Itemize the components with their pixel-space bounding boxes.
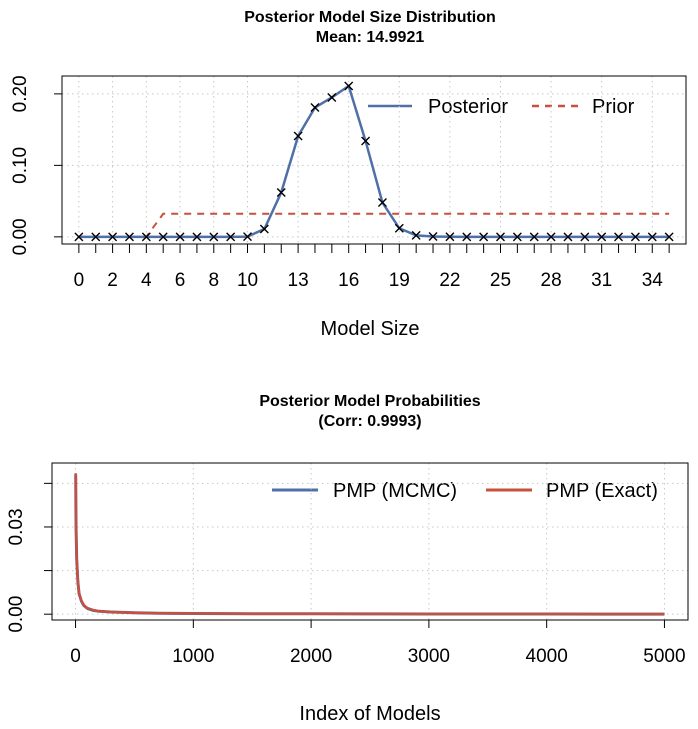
chart2-x-tick-label: 2000: [290, 646, 332, 667]
chart1-posterior-point: [91, 232, 101, 242]
chart1-legend: Posterior Prior: [368, 96, 635, 118]
chart1-posterior-point: [411, 230, 421, 240]
chart1-posterior-point: [158, 232, 168, 242]
chart1-posterior-point: [259, 224, 269, 234]
chart1-posterior-point: [377, 198, 387, 208]
chart1-plot: 0 2 4 6 8 10 13 16 19 22 25 28 31 34 0.00 0.10 0.20: [10, 75, 687, 291]
chart2-title: Posterior Model Probabilities: [259, 393, 480, 410]
chart2-subtitle: (Corr: 0.9993): [318, 413, 421, 430]
chart1-posterior-point: [630, 232, 640, 242]
chart1-posterior-point: [614, 232, 624, 242]
chart1-posterior-point: [124, 232, 134, 242]
chart1-y-tick-label: 0.00: [10, 218, 31, 255]
chart1-x-tick-label: 0: [74, 270, 85, 291]
chart1-posterior-point: [529, 232, 539, 242]
chart2-x-tick-label: 1000: [172, 646, 214, 667]
chart1-posterior-point: [243, 232, 253, 242]
chart2-series-exact-line: [74, 473, 665, 616]
chart2-x-tick-label: 4000: [526, 646, 568, 667]
chart1-x-tick-label: 6: [175, 270, 186, 291]
chart1-posterior-point: [209, 232, 219, 242]
chart1-posterior-point: [647, 232, 657, 242]
chart1-posterior-point: [394, 223, 404, 233]
chart1-posterior-point: [192, 232, 202, 242]
chart1-posterior-point: [276, 188, 286, 198]
chart1-posterior-point: [479, 232, 489, 242]
chart2-x-tick-label: 5000: [643, 646, 685, 667]
chart1-posterior-point: [175, 232, 185, 242]
chart1-x-tick-label: 2: [107, 270, 118, 291]
chart1-x-tick-label: 25: [490, 270, 511, 291]
chart1-posterior-point: [293, 131, 303, 141]
chart1-posterior-point: [226, 232, 236, 242]
chart1-y-tick-label: 0.10: [10, 147, 31, 184]
chart1-series-prior-line: [78, 212, 670, 238]
chart1-x-tick-label: 28: [541, 270, 562, 291]
chart1-plot-frame: [61, 75, 687, 245]
chart1-posterior-point: [495, 232, 505, 242]
chart1-posterior-point: [512, 232, 522, 242]
chart1-posterior-point: [546, 232, 556, 242]
chart1-x-tick-label: 31: [591, 270, 612, 291]
chart2-xlabel: Index of Models: [299, 703, 440, 725]
chart1-x-tick-label: 13: [288, 270, 309, 291]
chart2-y-tick-label: 0.00: [6, 596, 27, 633]
chart2-legend-mcmc-label: PMP (MCMC): [333, 480, 457, 502]
chart1-posterior-point: [141, 232, 151, 242]
chart1-posterior-point: [597, 232, 607, 242]
chart1-y-tick-label: 0.20: [10, 75, 31, 112]
chart1-legend-posterior-label: Posterior: [428, 96, 508, 118]
chart1-title: Posterior Model Size Distribution: [244, 9, 496, 26]
chart1-posterior-point: [664, 232, 674, 242]
chart1-posterior-point: [327, 92, 337, 102]
chart1-x-tick-label: 16: [338, 270, 359, 291]
chart1-x-tick-label: 8: [208, 270, 219, 291]
chart2-legend: PMP (MCMC) PMP (Exact): [272, 480, 658, 502]
chart1-x-tick-label: 34: [642, 270, 664, 291]
chart1-posterior-point: [445, 232, 455, 242]
chart1-posterior-point: [74, 232, 84, 242]
chart1-legend-prior-label: Prior: [592, 96, 635, 118]
chart1-posterior-point: [580, 232, 590, 242]
chart2-x-tick-label: 0: [70, 646, 81, 667]
chart1-posterior-point: [563, 232, 573, 242]
chart1-subtitle: Mean: 14.9921: [316, 29, 425, 46]
chart2-legend-exact-label: PMP (Exact): [546, 480, 658, 502]
chart1-xlabel: Model Size: [321, 318, 420, 340]
chart1-x-tick-label: 22: [439, 270, 460, 291]
chart2-y-tick-label: 0.03: [6, 508, 27, 545]
chart1-posterior-point: [344, 81, 354, 91]
chart1-posterior-point: [310, 102, 320, 112]
chart1-x-tick-label: 10: [237, 270, 258, 291]
chart1-posterior-point: [108, 232, 118, 242]
chart1-x-tick-label: 19: [389, 270, 410, 291]
chart1-posterior-point: [361, 136, 371, 146]
chart1-x-tick-label: 4: [141, 270, 152, 291]
chart1-series-posterior-line: [78, 84, 670, 239]
chart1-posterior-point: [462, 232, 472, 242]
chart1-posterior-point: [428, 231, 438, 241]
chart2-plot-frame: [51, 462, 689, 621]
chart2-plot: 0 1000 2000 3000 4000 5000 0.00 0.03: [6, 462, 689, 667]
chart2-x-tick-label: 3000: [408, 646, 450, 667]
